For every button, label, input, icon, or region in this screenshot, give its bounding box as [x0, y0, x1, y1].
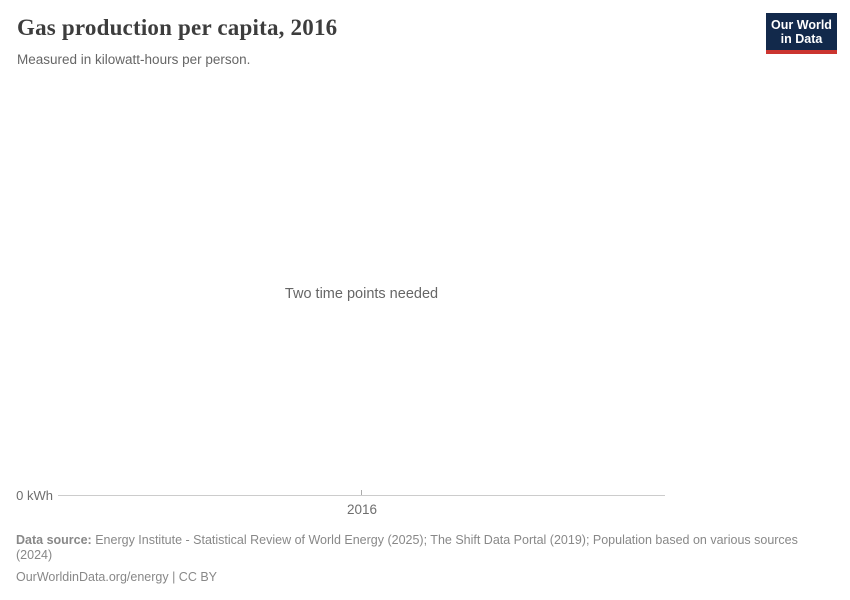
data-source-text: Energy Institute - Statistical Review of…: [16, 533, 798, 562]
owid-logo[interactable]: Our World in Data: [766, 13, 837, 54]
chart-plot-area: Two time points needed: [0, 75, 850, 520]
y-axis-tick-label: 0 kWh: [16, 488, 53, 503]
data-source-label: Data source:: [16, 533, 92, 547]
x-axis-tick-label: 2016: [346, 502, 378, 517]
x-axis-line: [58, 495, 665, 496]
footer: Data source: Energy Institute - Statisti…: [16, 533, 813, 585]
owid-logo-line2: in Data: [780, 32, 823, 46]
owid-logo-line1: Our World: [771, 18, 832, 32]
x-axis-tick: [361, 490, 362, 495]
data-source-line: Data source: Energy Institute - Statisti…: [16, 533, 813, 563]
page-title: Gas production per capita, 2016: [17, 15, 338, 40]
citation-link[interactable]: OurWorldinData.org/energy | CC BY: [16, 570, 218, 584]
empty-state-message: Two time points needed: [284, 286, 439, 302]
page-subtitle: Measured in kilowatt-hours per person.: [17, 52, 251, 67]
